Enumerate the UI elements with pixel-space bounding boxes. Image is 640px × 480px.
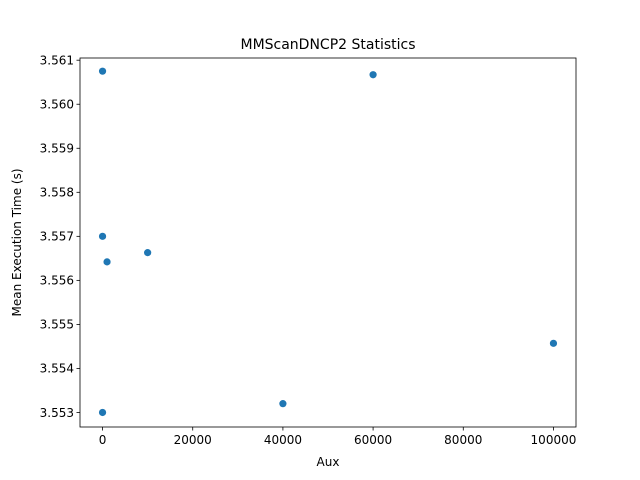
data-point-3 xyxy=(103,258,111,266)
data-point-2 xyxy=(98,408,107,417)
y-tick-label-7: 3.560 xyxy=(40,98,74,112)
x-tick-label-3: 60000 xyxy=(354,433,392,447)
x-tick-label-2: 40000 xyxy=(264,433,302,447)
data-point-6 xyxy=(369,71,377,79)
data-point-0 xyxy=(98,67,107,75)
y-tick-label-2: 3.555 xyxy=(40,318,74,332)
plot-area xyxy=(80,58,576,427)
data-points xyxy=(98,67,558,417)
x-tick-label-0: 0 xyxy=(99,433,107,447)
y-tick-label-8: 3.561 xyxy=(40,54,74,68)
x-axis-label: Aux xyxy=(317,455,340,469)
x-tick-label-1: 20000 xyxy=(174,433,212,447)
y-tick-label-4: 3.557 xyxy=(40,230,74,244)
x-axis-ticks: 0 20000 40000 60000 80000 100000 xyxy=(99,427,577,447)
plot-frame xyxy=(79,57,577,428)
data-point-4 xyxy=(144,249,152,257)
y-axis-ticks: 3.553 3.554 3.555 3.556 3.557 3.558 3.559 3.560… xyxy=(40,54,80,420)
chart-title: MMScanDNCP2 Statistics xyxy=(240,37,415,53)
data-point-1 xyxy=(98,232,107,240)
y-axis-label: Mean Execution Time (s) xyxy=(10,168,24,316)
y-tick-label-6: 3.559 xyxy=(40,142,74,156)
y-tick-label-5: 3.558 xyxy=(40,186,74,200)
x-tick-label-4: 80000 xyxy=(444,433,482,447)
y-tick-label-0: 3.553 xyxy=(40,406,74,420)
x-tick-label-5: 100000 xyxy=(531,433,577,447)
y-tick-label-1: 3.554 xyxy=(40,362,74,376)
y-tick-label-3: 3.556 xyxy=(40,274,74,288)
data-point-7 xyxy=(549,339,558,347)
data-point-5 xyxy=(279,400,287,408)
